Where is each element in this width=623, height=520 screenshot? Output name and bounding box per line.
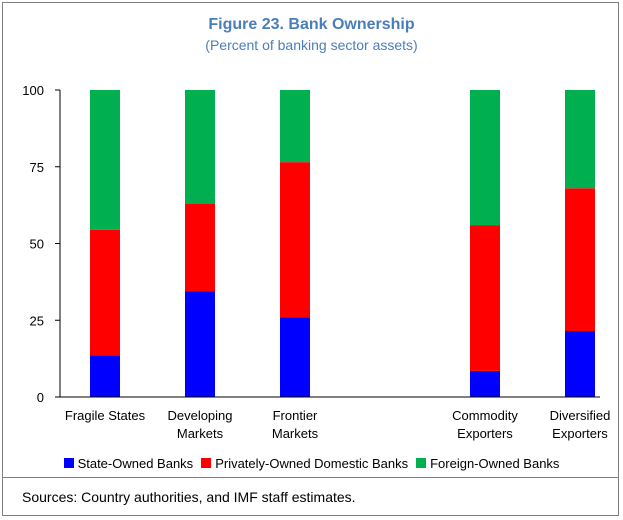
legend-item-private: Privately-Owned Domestic Banks [201,456,408,471]
y-tick-label: 50 [30,237,44,252]
x-category-label: Developing [167,408,232,423]
bar-private [280,162,310,318]
bar-private [470,225,500,371]
x-category-label: Exporters [552,426,608,441]
x-category-label: Fragile States [65,408,146,423]
y-tick-label: 25 [30,313,44,328]
figure-frame [2,2,619,516]
bar-foreign [565,90,595,189]
legend-item-foreign: Foreign-Owned Banks [416,456,559,471]
bar-private [185,203,215,292]
x-category-label: Commodity [452,408,518,423]
y-axis: 0 25 50 75 100 [22,83,61,405]
bar-foreign [90,90,120,230]
bar-state [90,355,120,397]
bar-chart: 0 25 50 75 100 Fragile States Developing Marke… [22,83,611,441]
x-category-label: Markets [177,426,224,441]
x-category-label: Exporters [457,426,513,441]
x-category-label: Frontier [273,408,318,423]
bar-foreign [280,90,310,163]
bar-state [185,291,215,397]
bars [90,90,595,397]
y-tick-label: 75 [30,160,44,175]
divider [2,477,619,478]
bar-state [470,370,500,397]
source-note: Sources: Country authorities, and IMF st… [22,489,356,505]
legend: State-Owned Banks Privately-Owned Domesti… [0,456,623,471]
legend-swatch [416,458,427,468]
bar-state [565,330,595,397]
bar-foreign [185,90,215,204]
bar-foreign [470,90,500,226]
legend-label: Foreign-Owned Banks [430,456,560,471]
x-category-label: Diversified [550,408,611,423]
y-tick-label: 100 [22,83,44,98]
legend-swatch [201,458,212,468]
legend-swatch [63,458,74,468]
bar-private [90,229,120,356]
legend-label: Privately-Owned Domestic Banks [215,456,409,471]
chart-subtitle: (Percent of banking sector assets) [205,37,418,53]
x-axis: Fragile States Developing Markets Frontier M… [60,396,611,441]
chart-title: Figure 23. Bank Ownership [208,16,415,33]
bar-private [565,188,595,331]
y-tick-label: 0 [37,390,44,405]
bar-state [280,317,310,397]
legend-item-state: State-Owned Banks [63,456,194,471]
x-category-label: Markets [272,426,319,441]
legend-label: State-Owned Banks [77,456,194,471]
